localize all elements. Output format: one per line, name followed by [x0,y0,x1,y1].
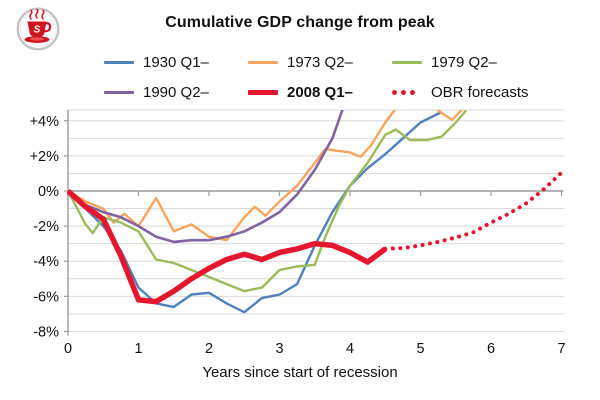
legend-swatch-1930-q1 [104,60,134,64]
x-tick-label: 4 [346,341,354,357]
legend-item-obr-forecasts: OBR forecasts [392,84,542,101]
series-line-1930-q1 [67,110,443,314]
x-axis-title: Years since start of recession [202,364,398,381]
legend-swatch-1973-q2 [248,60,278,64]
legend: 1930 Q1– 1973 Q2– 1979 Q2– 1990 Q2– 2008… [104,47,542,107]
legend-swatch-1979-q2 [392,60,422,64]
y-tick-label: +4% [30,114,60,130]
legend-label-2008-q1: 2008 Q1– [287,83,353,101]
legend-label-obr-forecasts: OBR forecasts [431,83,529,101]
chart-title: Cumulative GDP change from peak [165,14,435,31]
legend-swatch-obr-forecasts [392,89,422,95]
legend-item-1979-q2: 1979 Q2– [392,54,542,71]
legend-label-1973-q2: 1973 Q2– [287,53,353,71]
x-tick-label: 2 [205,341,213,357]
legend-label-1930-q1: 1930 Q1– [143,53,209,71]
legend-label-1979-q2: 1979 Q2– [431,53,497,71]
series-line-1979-q2 [67,110,468,293]
x-tick-label: 5 [416,341,424,357]
logo-badge: S [16,7,60,51]
svg-text:S: S [34,25,41,36]
y-tick-label: -6% [33,289,59,305]
y-tick-label: -8% [33,324,59,340]
legend-item-2008-q1: 2008 Q1– [248,84,392,101]
legend-swatch-1990-q2 [104,90,134,94]
y-tick-label: 0% [38,184,59,200]
x-tick-label: 0 [64,341,72,357]
legend-item-1973-q2: 1973 Q2– [248,54,392,71]
series-line-2008-q1 [67,188,387,305]
legend-item-1990-q2: 1990 Q2– [104,84,248,101]
x-tick-label: 7 [557,341,565,357]
y-tick-label: +2% [30,149,60,165]
tick-labels: +4% +2% 0% -2% -4% -6% -8% 0 1 2 3 4 5 6 7 [30,114,566,357]
legend-swatch-2008-q1 [248,89,278,95]
x-tick-label: 3 [275,341,283,357]
legend-item-1930-q1: 1930 Q1– [104,54,248,71]
y-tick-label: -4% [33,254,59,270]
coffee-cup-icon: S [16,7,60,51]
series-line-1973-q2 [67,110,464,242]
x-tick-label: 1 [134,341,142,357]
y-tick-label: -2% [33,219,59,235]
series-line-1990-q2 [67,110,344,244]
x-tick-label: 6 [487,341,495,357]
series-line-obr-forecasts [383,170,564,251]
legend-label-1990-q2: 1990 Q2– [143,83,209,101]
